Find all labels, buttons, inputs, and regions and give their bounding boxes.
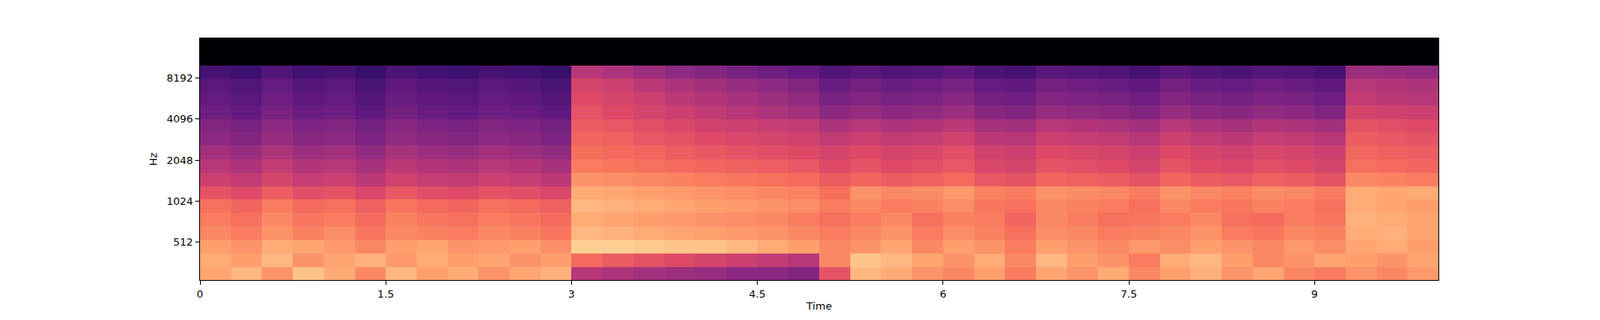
svg-text:6: 6	[940, 288, 947, 300]
svg-text:8192: 8192	[166, 72, 193, 84]
svg-text:512: 512	[173, 236, 194, 248]
svg-text:7.5: 7.5	[1120, 288, 1138, 300]
svg-text:Hz: Hz	[147, 152, 160, 167]
svg-text:4.5: 4.5	[748, 288, 766, 300]
svg-text:1.5: 1.5	[377, 288, 395, 300]
svg-text:1024: 1024	[166, 195, 193, 208]
svg-text:0: 0	[196, 288, 204, 300]
svg-text:4096: 4096	[166, 112, 193, 125]
svg-text:Time: Time	[805, 300, 832, 312]
svg-text:9: 9	[1311, 288, 1318, 300]
svg-text:3: 3	[568, 288, 575, 300]
svg-text:2048: 2048	[166, 154, 193, 167]
